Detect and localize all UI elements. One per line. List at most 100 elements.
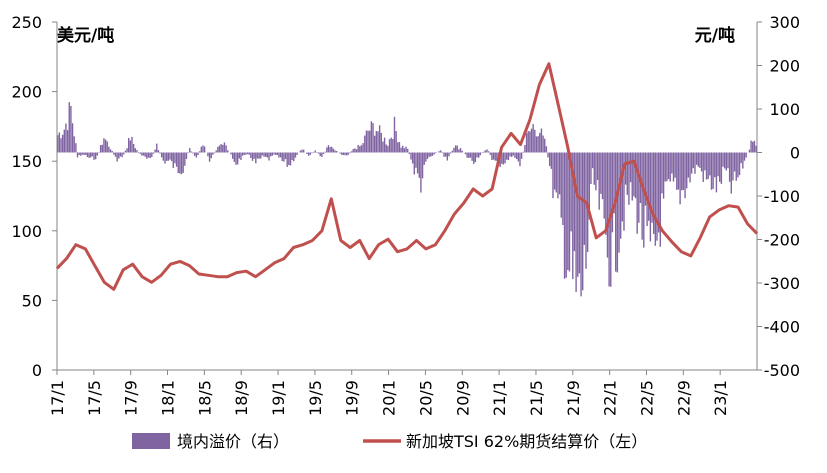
premium-bar (251, 152, 254, 161)
x-tick-label: 21/9 (564, 380, 583, 416)
premium-bar (590, 152, 592, 185)
premium-bar (284, 152, 287, 160)
premium-bar (677, 152, 680, 190)
premium-bar (628, 152, 630, 205)
premium-bar (407, 148, 409, 153)
x-tick-label: 20/9 (453, 380, 472, 416)
premium-bar (345, 152, 348, 156)
premium-bar (141, 152, 143, 156)
premium-bar (327, 145, 330, 153)
premium-bar (360, 145, 363, 153)
premium-bar (227, 150, 229, 153)
premium-bar (124, 150, 127, 153)
premium-bar (694, 152, 696, 174)
premium-bar (86, 152, 89, 158)
premium-bar (256, 152, 259, 159)
premium-bar (565, 152, 567, 278)
premium-bar (299, 150, 302, 153)
premium-bar (286, 152, 288, 167)
premium-bar (686, 152, 688, 189)
x-tick-label: 22/5 (638, 380, 657, 416)
premium-bar (593, 152, 595, 185)
premium-bar (544, 138, 546, 153)
premium-bar (458, 149, 460, 153)
premium-bar (291, 152, 293, 161)
x-tick-label: 20/1 (380, 380, 399, 416)
premium-bar (671, 152, 673, 174)
premium-bar (519, 152, 521, 167)
premium-bar (469, 152, 472, 158)
premium-bar (393, 116, 396, 153)
premium-bar (484, 150, 486, 153)
premium-bar (293, 152, 295, 162)
premium-bar (261, 152, 264, 156)
premium-bar (387, 145, 389, 153)
premium-bar (517, 152, 520, 162)
premium-bar (369, 130, 371, 153)
premium-bar (68, 102, 70, 153)
premium-bar (332, 148, 335, 153)
premium-bar (78, 152, 80, 156)
premium-bar (553, 152, 556, 190)
premium-bar (435, 152, 437, 154)
premium-bar (659, 152, 661, 247)
premium-bar (217, 146, 219, 153)
premium-bar (322, 152, 325, 155)
premium-bar (420, 152, 422, 193)
premium-bar (220, 144, 222, 153)
premium-bar (352, 149, 354, 153)
premium-bar (208, 152, 211, 162)
premium-bar (752, 141, 754, 153)
x-tick-label: 17/9 (122, 380, 141, 416)
premium-bar (473, 152, 475, 164)
premium-bar (722, 152, 724, 167)
premium-bar (279, 152, 282, 158)
premium-bar (669, 152, 671, 182)
x-tick-label: 18/9 (232, 380, 251, 416)
premium-bar (319, 152, 321, 157)
premium-bar (185, 152, 188, 160)
premium-bar (307, 152, 310, 156)
premium-bar (492, 152, 495, 160)
premium-bar (324, 151, 326, 153)
premium-bar (294, 152, 297, 158)
x-tick-label: 22/9 (674, 380, 693, 416)
premium-bar (336, 151, 338, 153)
premium-bar (129, 140, 132, 153)
premium-bar (167, 152, 170, 161)
premium-bar (591, 152, 594, 169)
premium-bar (585, 152, 587, 269)
premium-bar (134, 148, 136, 153)
premium-bar (699, 152, 701, 168)
premium-bar (509, 152, 511, 157)
legend-bar-swatch (132, 433, 170, 449)
premium-bar (248, 152, 250, 155)
premium-bar (108, 146, 110, 153)
premium-bar (648, 152, 650, 221)
premium-bar (431, 152, 434, 156)
premium-bar (619, 152, 622, 239)
premium-bar (263, 152, 265, 157)
premium-bar (654, 152, 657, 246)
premium-bar (643, 152, 645, 248)
premium-bar (674, 152, 676, 178)
premium-bar (631, 152, 633, 201)
premium-bar (629, 152, 632, 183)
premium-bar (515, 152, 518, 160)
premium-bar (240, 152, 242, 161)
right-tick-label: -200 (764, 231, 800, 250)
right-tick-label: 0 (790, 144, 800, 163)
premium-bar (710, 152, 713, 190)
premium-bar (715, 152, 718, 193)
left-tick-label: 150 (11, 152, 42, 171)
premium-bar (88, 152, 90, 158)
premium-bar (444, 152, 447, 157)
premium-bar (321, 152, 323, 157)
premium-bar (560, 152, 562, 218)
premium-bar (301, 149, 303, 153)
premium-bar (733, 152, 736, 172)
x-tick-label: 18/5 (195, 380, 214, 416)
premium-bar (621, 152, 624, 222)
premium-bar (524, 145, 526, 153)
